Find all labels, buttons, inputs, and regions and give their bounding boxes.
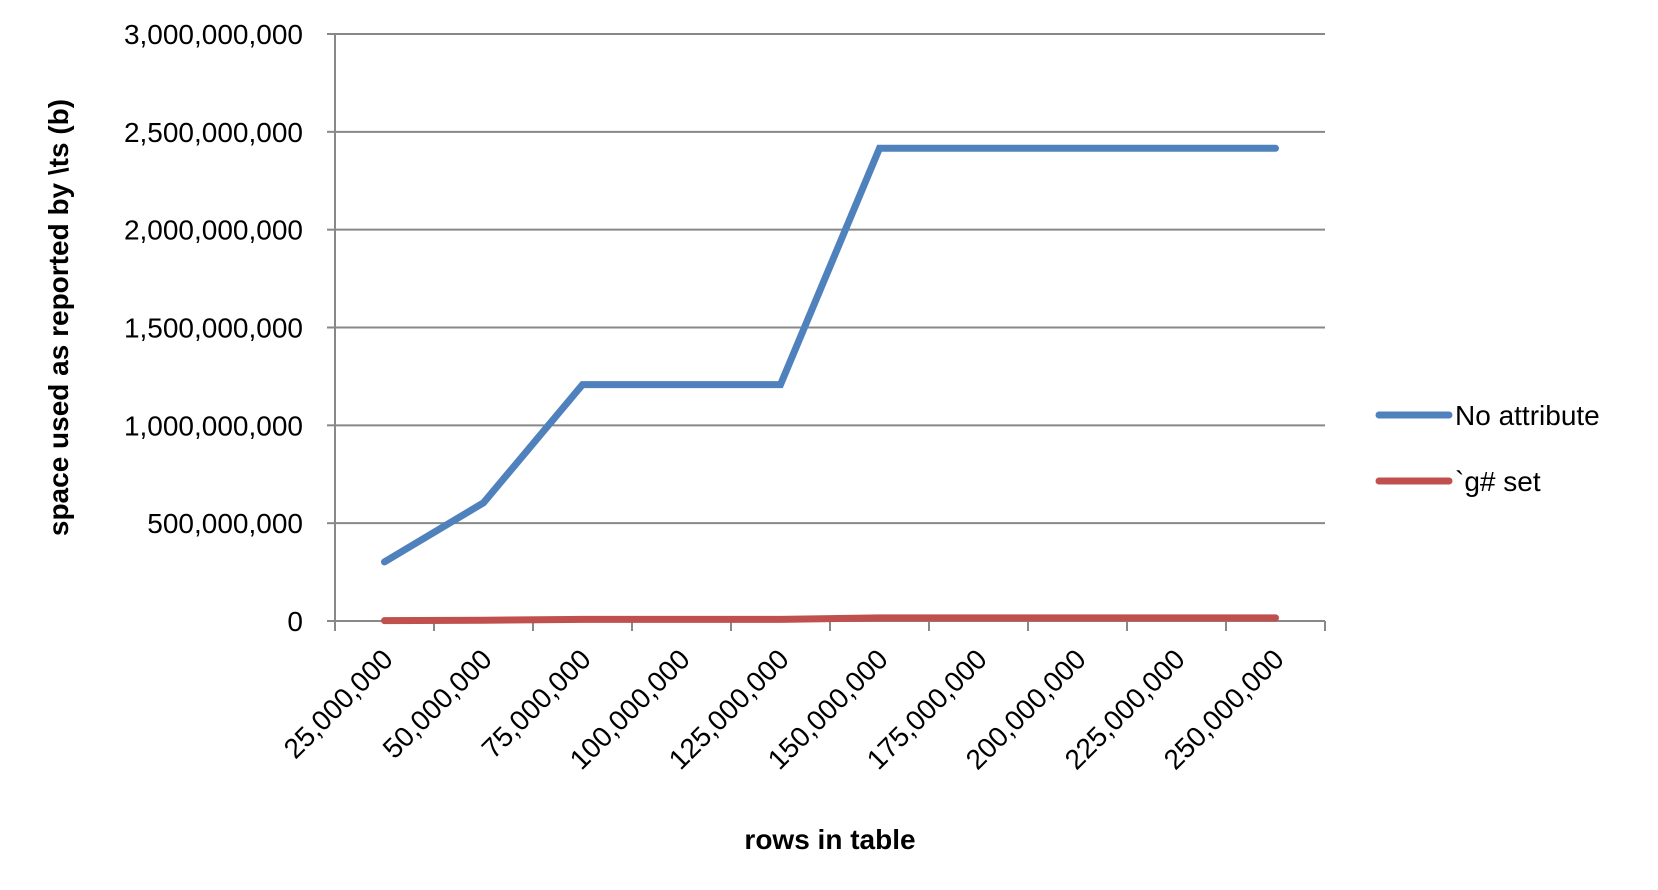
- series-line-1: [381, 614, 1279, 625]
- y-tick-label: 2,000,000,000: [124, 215, 303, 246]
- y-axis-title: space used as reported by \ts (b): [43, 99, 74, 536]
- series-line-0: [381, 144, 1279, 566]
- legend-label: `g# set: [1455, 466, 1541, 497]
- axes: [334, 34, 1325, 629]
- legend: No attribute `g# set: [1375, 400, 1600, 497]
- x-axis-title: rows in table: [744, 824, 915, 855]
- y-tick-label: 3,000,000,000: [124, 19, 303, 50]
- y-tick-label: 2,500,000,000: [124, 117, 303, 148]
- y-tick-label: 1,000,000,000: [124, 410, 303, 441]
- y-axis-ticks: 0 500,000,000 1,000,000,000 1,500,000,000 2,…: [124, 19, 335, 637]
- y-tick-label: 500,000,000: [147, 508, 303, 539]
- gridlines: [335, 33, 1325, 525]
- x-axis-ticks: 25,000,00050,000,00075,000,000100,000,00…: [278, 621, 1326, 775]
- legend-label: No attribute: [1455, 400, 1600, 431]
- y-tick-label: 1,500,000,000: [124, 313, 303, 344]
- y-tick-label: 0: [287, 606, 303, 637]
- series-layer: [381, 144, 1279, 625]
